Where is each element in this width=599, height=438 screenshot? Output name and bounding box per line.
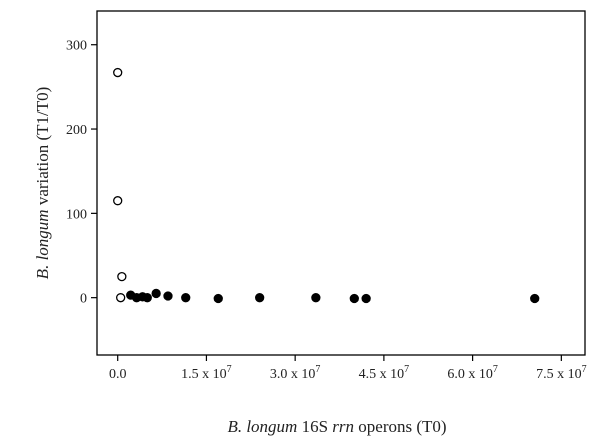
x-axis-title-part-0: B. longum (227, 417, 297, 436)
y-axis-title-part-1: variation (T1/T0) (33, 87, 52, 210)
x-axis-title-part-1: 16S (297, 417, 332, 436)
filled-point-10 (349, 293, 359, 304)
x-axis: 0.0 1.5 x 107 3.0 x 107 4.5 x 107 6.0 x 107 7… (109, 355, 587, 382)
filled-point-3 (142, 293, 152, 303)
filled-point-11 (361, 293, 371, 304)
x-axis-title-part-2: rrn (332, 417, 354, 436)
data-points (113, 67, 540, 304)
x-tick-label-1: 1.5 x 107 (181, 364, 232, 382)
y-tick-label-2: 200 (66, 123, 87, 138)
open-point-3 (116, 293, 126, 303)
filled-point-9 (311, 293, 321, 303)
y-axis-title: B. longum variation (T1/T0) (33, 87, 52, 280)
x-tick-label-4: 6.0 x 107 (447, 364, 498, 382)
x-tick-label-2: 3.0 x 107 (270, 364, 321, 382)
filled-point-5 (163, 291, 173, 301)
plot-frame (96, 10, 586, 356)
open-point-2 (117, 271, 127, 282)
x-tick-label-5: 7.5 x 107 (536, 364, 587, 382)
filled-point-8 (255, 293, 265, 303)
y-axis-title-part-0: B. longum (33, 209, 52, 279)
y-tick-label-0: 0 (80, 292, 87, 307)
filled-point-4 (151, 288, 161, 299)
filled-point-12 (530, 293, 540, 304)
x-tick-label-0: 0.0 (109, 367, 127, 382)
y-axis: 0 100 200 300 (66, 39, 97, 307)
filled-point-6 (181, 293, 191, 303)
open-point-1 (113, 196, 123, 206)
x-axis-title: B. longum 16S rrn operons (T0) (227, 417, 446, 436)
open-point-0 (113, 67, 123, 78)
x-tick-label-3: 4.5 x 107 (359, 364, 410, 382)
y-tick-label-1: 100 (66, 207, 87, 222)
y-tick-label-3: 300 (66, 39, 87, 54)
filled-point-7 (213, 293, 223, 304)
x-axis-title-part-3: operons (T0) (354, 417, 447, 436)
